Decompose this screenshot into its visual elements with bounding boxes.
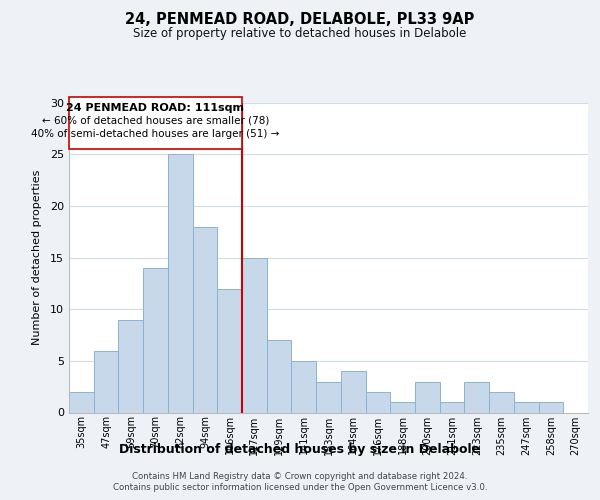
Bar (316, 382, 341, 412)
Bar (193, 226, 217, 412)
Bar (217, 288, 242, 412)
Bar (341, 371, 365, 412)
Bar (365, 392, 390, 412)
Bar (489, 392, 514, 412)
Bar (267, 340, 292, 412)
Bar (514, 402, 539, 412)
Text: 24, PENMEAD ROAD, DELABOLE, PL33 9AP: 24, PENMEAD ROAD, DELABOLE, PL33 9AP (125, 12, 475, 28)
Bar (118, 320, 143, 412)
Y-axis label: Number of detached properties: Number of detached properties (32, 170, 41, 345)
Bar (168, 154, 193, 412)
Bar (292, 361, 316, 412)
Text: Size of property relative to detached houses in Delabole: Size of property relative to detached ho… (133, 28, 467, 40)
Bar (390, 402, 415, 412)
Bar (415, 382, 440, 412)
Bar (440, 402, 464, 412)
Bar (464, 382, 489, 412)
Text: 40% of semi-detached houses are larger (51) →: 40% of semi-detached houses are larger (… (31, 130, 280, 140)
Bar (242, 258, 267, 412)
Bar (143, 268, 168, 412)
Bar (94, 350, 118, 412)
Text: Contains HM Land Registry data © Crown copyright and database right 2024.: Contains HM Land Registry data © Crown c… (132, 472, 468, 481)
FancyBboxPatch shape (70, 98, 242, 149)
Bar (69, 392, 94, 412)
Text: 24 PENMEAD ROAD: 111sqm: 24 PENMEAD ROAD: 111sqm (67, 102, 245, 113)
Bar (539, 402, 563, 412)
Text: ← 60% of detached houses are smaller (78): ← 60% of detached houses are smaller (78… (42, 116, 269, 126)
Text: Distribution of detached houses by size in Delabole: Distribution of detached houses by size … (119, 442, 481, 456)
Text: Contains public sector information licensed under the Open Government Licence v3: Contains public sector information licen… (113, 484, 487, 492)
